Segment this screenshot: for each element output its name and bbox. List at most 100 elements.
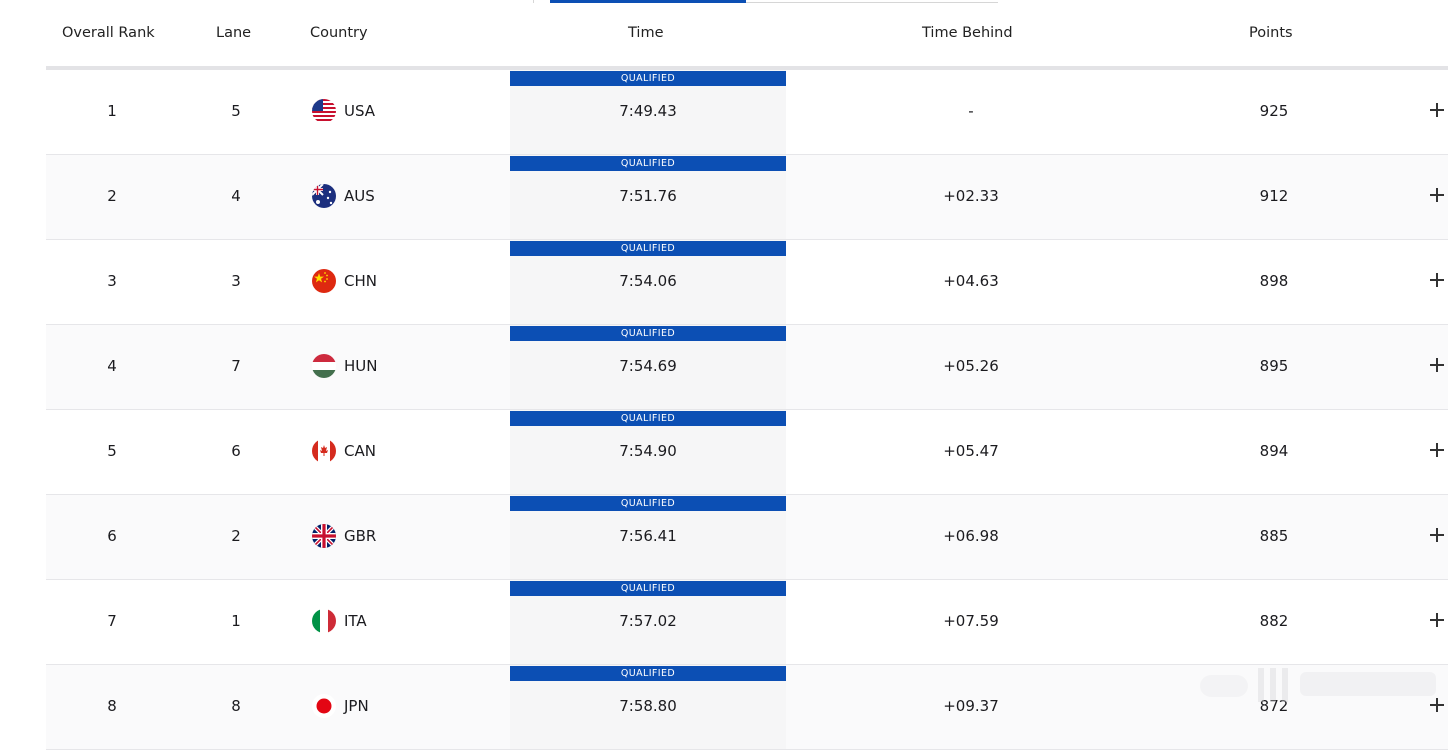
- points-value: 895: [1259, 357, 1289, 375]
- time-behind-value: +02.33: [943, 187, 999, 205]
- header-lane[interactable]: Lane: [216, 25, 252, 41]
- expand-plus-icon[interactable]: [1430, 528, 1444, 542]
- country-cell: ITA: [312, 609, 367, 633]
- tab-strip: [533, 0, 998, 3]
- qualified-badge: QUALIFIED: [510, 71, 786, 86]
- chn-flag-icon: [312, 269, 336, 293]
- header-overall-rank[interactable]: Overall Rank: [62, 25, 155, 41]
- time-behind-value: +05.26: [943, 357, 999, 375]
- time-cell-background: QUALIFIED: [510, 325, 786, 409]
- header-divider: [46, 66, 1448, 70]
- expand-plus-icon[interactable]: [1430, 698, 1444, 712]
- time-behind-value: -: [968, 102, 974, 120]
- time-value: 7:54.90: [619, 442, 677, 460]
- tab-active[interactable]: [550, 0, 746, 3]
- rank-value: 6: [107, 527, 117, 545]
- gbr-flag-icon: [312, 524, 336, 548]
- ita-flag-icon: [312, 609, 336, 633]
- country-code: AUS: [344, 187, 375, 205]
- points-value: 925: [1259, 102, 1289, 120]
- lane-value: 3: [231, 272, 241, 290]
- qualified-badge: QUALIFIED: [510, 326, 786, 341]
- points-value: 912: [1259, 187, 1289, 205]
- qualified-badge: QUALIFIED: [510, 496, 786, 511]
- points-value: 885: [1259, 527, 1289, 545]
- rank-value: 4: [107, 357, 117, 375]
- table-row[interactable]: QUALIFIED 3 3 CHN 7:54.06 +04.63 898: [46, 240, 1448, 325]
- table-row[interactable]: QUALIFIED 7 1 ITA 7:57.02 +07.59 882: [46, 580, 1448, 665]
- watermark-logo: [1200, 668, 1436, 702]
- rank-value: 7: [107, 612, 117, 630]
- lane-value: 7: [231, 357, 241, 375]
- time-behind-value: +09.37: [943, 697, 999, 715]
- lane-value: 2: [231, 527, 241, 545]
- can-flag-icon: [312, 439, 336, 463]
- table-row[interactable]: QUALIFIED 6 2 GBR 7:56.41 +06.98 885: [46, 495, 1448, 580]
- time-cell-background: QUALIFIED: [510, 240, 786, 324]
- time-behind-value: +04.63: [943, 272, 999, 290]
- expand-plus-icon[interactable]: [1430, 358, 1444, 372]
- country-code: JPN: [344, 697, 369, 715]
- country-code: CHN: [344, 272, 377, 290]
- table-row[interactable]: QUALIFIED 4 7 HUN 7:54.69 +05.26 895: [46, 325, 1448, 410]
- country-cell: CAN: [312, 439, 376, 463]
- country-cell: USA: [312, 99, 375, 123]
- header-time-behind[interactable]: Time Behind: [922, 25, 1013, 41]
- time-value: 7:54.06: [619, 272, 677, 290]
- expand-plus-icon[interactable]: [1430, 443, 1444, 457]
- aus-flag-icon: [312, 184, 336, 208]
- country-code: ITA: [344, 612, 367, 630]
- country-code: CAN: [344, 442, 376, 460]
- country-cell: HUN: [312, 354, 377, 378]
- table-row[interactable]: QUALIFIED 5 6 CAN 7:54.90 +05.47 894: [46, 410, 1448, 495]
- time-cell-background: QUALIFIED: [510, 495, 786, 579]
- time-cell-background: QUALIFIED: [510, 155, 786, 239]
- table-row[interactable]: QUALIFIED 2 4 AUS 7:51.76 +02.33 912: [46, 155, 1448, 240]
- time-cell-background: QUALIFIED: [510, 410, 786, 494]
- tab-inactive[interactable]: [746, 0, 998, 3]
- time-behind-value: +07.59: [943, 612, 999, 630]
- points-value: 882: [1259, 612, 1289, 630]
- points-value: 898: [1259, 272, 1289, 290]
- jpn-flag-icon: [312, 694, 336, 718]
- expand-plus-icon[interactable]: [1430, 613, 1444, 627]
- rank-value: 5: [107, 442, 117, 460]
- rank-value: 8: [107, 697, 117, 715]
- expand-plus-icon[interactable]: [1430, 273, 1444, 287]
- time-value: 7:57.02: [619, 612, 677, 630]
- time-behind-value: +05.47: [943, 442, 999, 460]
- qualified-badge: QUALIFIED: [510, 156, 786, 171]
- table-row[interactable]: QUALIFIED 1 5 USA 7:49.43 - 925: [46, 70, 1448, 155]
- country-cell: CHN: [312, 269, 377, 293]
- header-country[interactable]: Country: [310, 25, 368, 41]
- time-value: 7:51.76: [619, 187, 677, 205]
- time-value: 7:54.69: [619, 357, 677, 375]
- qualified-badge: QUALIFIED: [510, 581, 786, 596]
- lane-value: 5: [231, 102, 241, 120]
- rank-value: 1: [107, 102, 117, 120]
- lane-value: 4: [231, 187, 241, 205]
- country-code: USA: [344, 102, 376, 120]
- lane-value: 8: [231, 697, 241, 715]
- header-points[interactable]: Points: [1249, 25, 1293, 41]
- time-value: 7:49.43: [619, 102, 677, 120]
- points-value: 872: [1259, 697, 1289, 715]
- qualified-badge: QUALIFIED: [510, 411, 786, 426]
- time-cell-background: QUALIFIED: [510, 70, 786, 154]
- time-behind-value: +06.98: [943, 527, 999, 545]
- country-cell: JPN: [312, 694, 369, 718]
- tab-divider: [533, 0, 534, 3]
- time-value: 7:56.41: [619, 527, 677, 545]
- table-header: Overall Rank Lane Country Time Time Behi…: [0, 0, 1448, 66]
- time-value: 7:58.80: [619, 697, 677, 715]
- country-cell: AUS: [312, 184, 375, 208]
- expand-plus-icon[interactable]: [1430, 103, 1444, 117]
- header-time[interactable]: Time: [628, 25, 664, 41]
- points-value: 894: [1259, 442, 1289, 460]
- qualified-badge: QUALIFIED: [510, 666, 786, 681]
- country-cell: GBR: [312, 524, 376, 548]
- expand-plus-icon[interactable]: [1430, 188, 1444, 202]
- country-code: GBR: [344, 527, 377, 545]
- time-cell-background: QUALIFIED: [510, 580, 786, 664]
- usa-flag-icon: [312, 99, 336, 123]
